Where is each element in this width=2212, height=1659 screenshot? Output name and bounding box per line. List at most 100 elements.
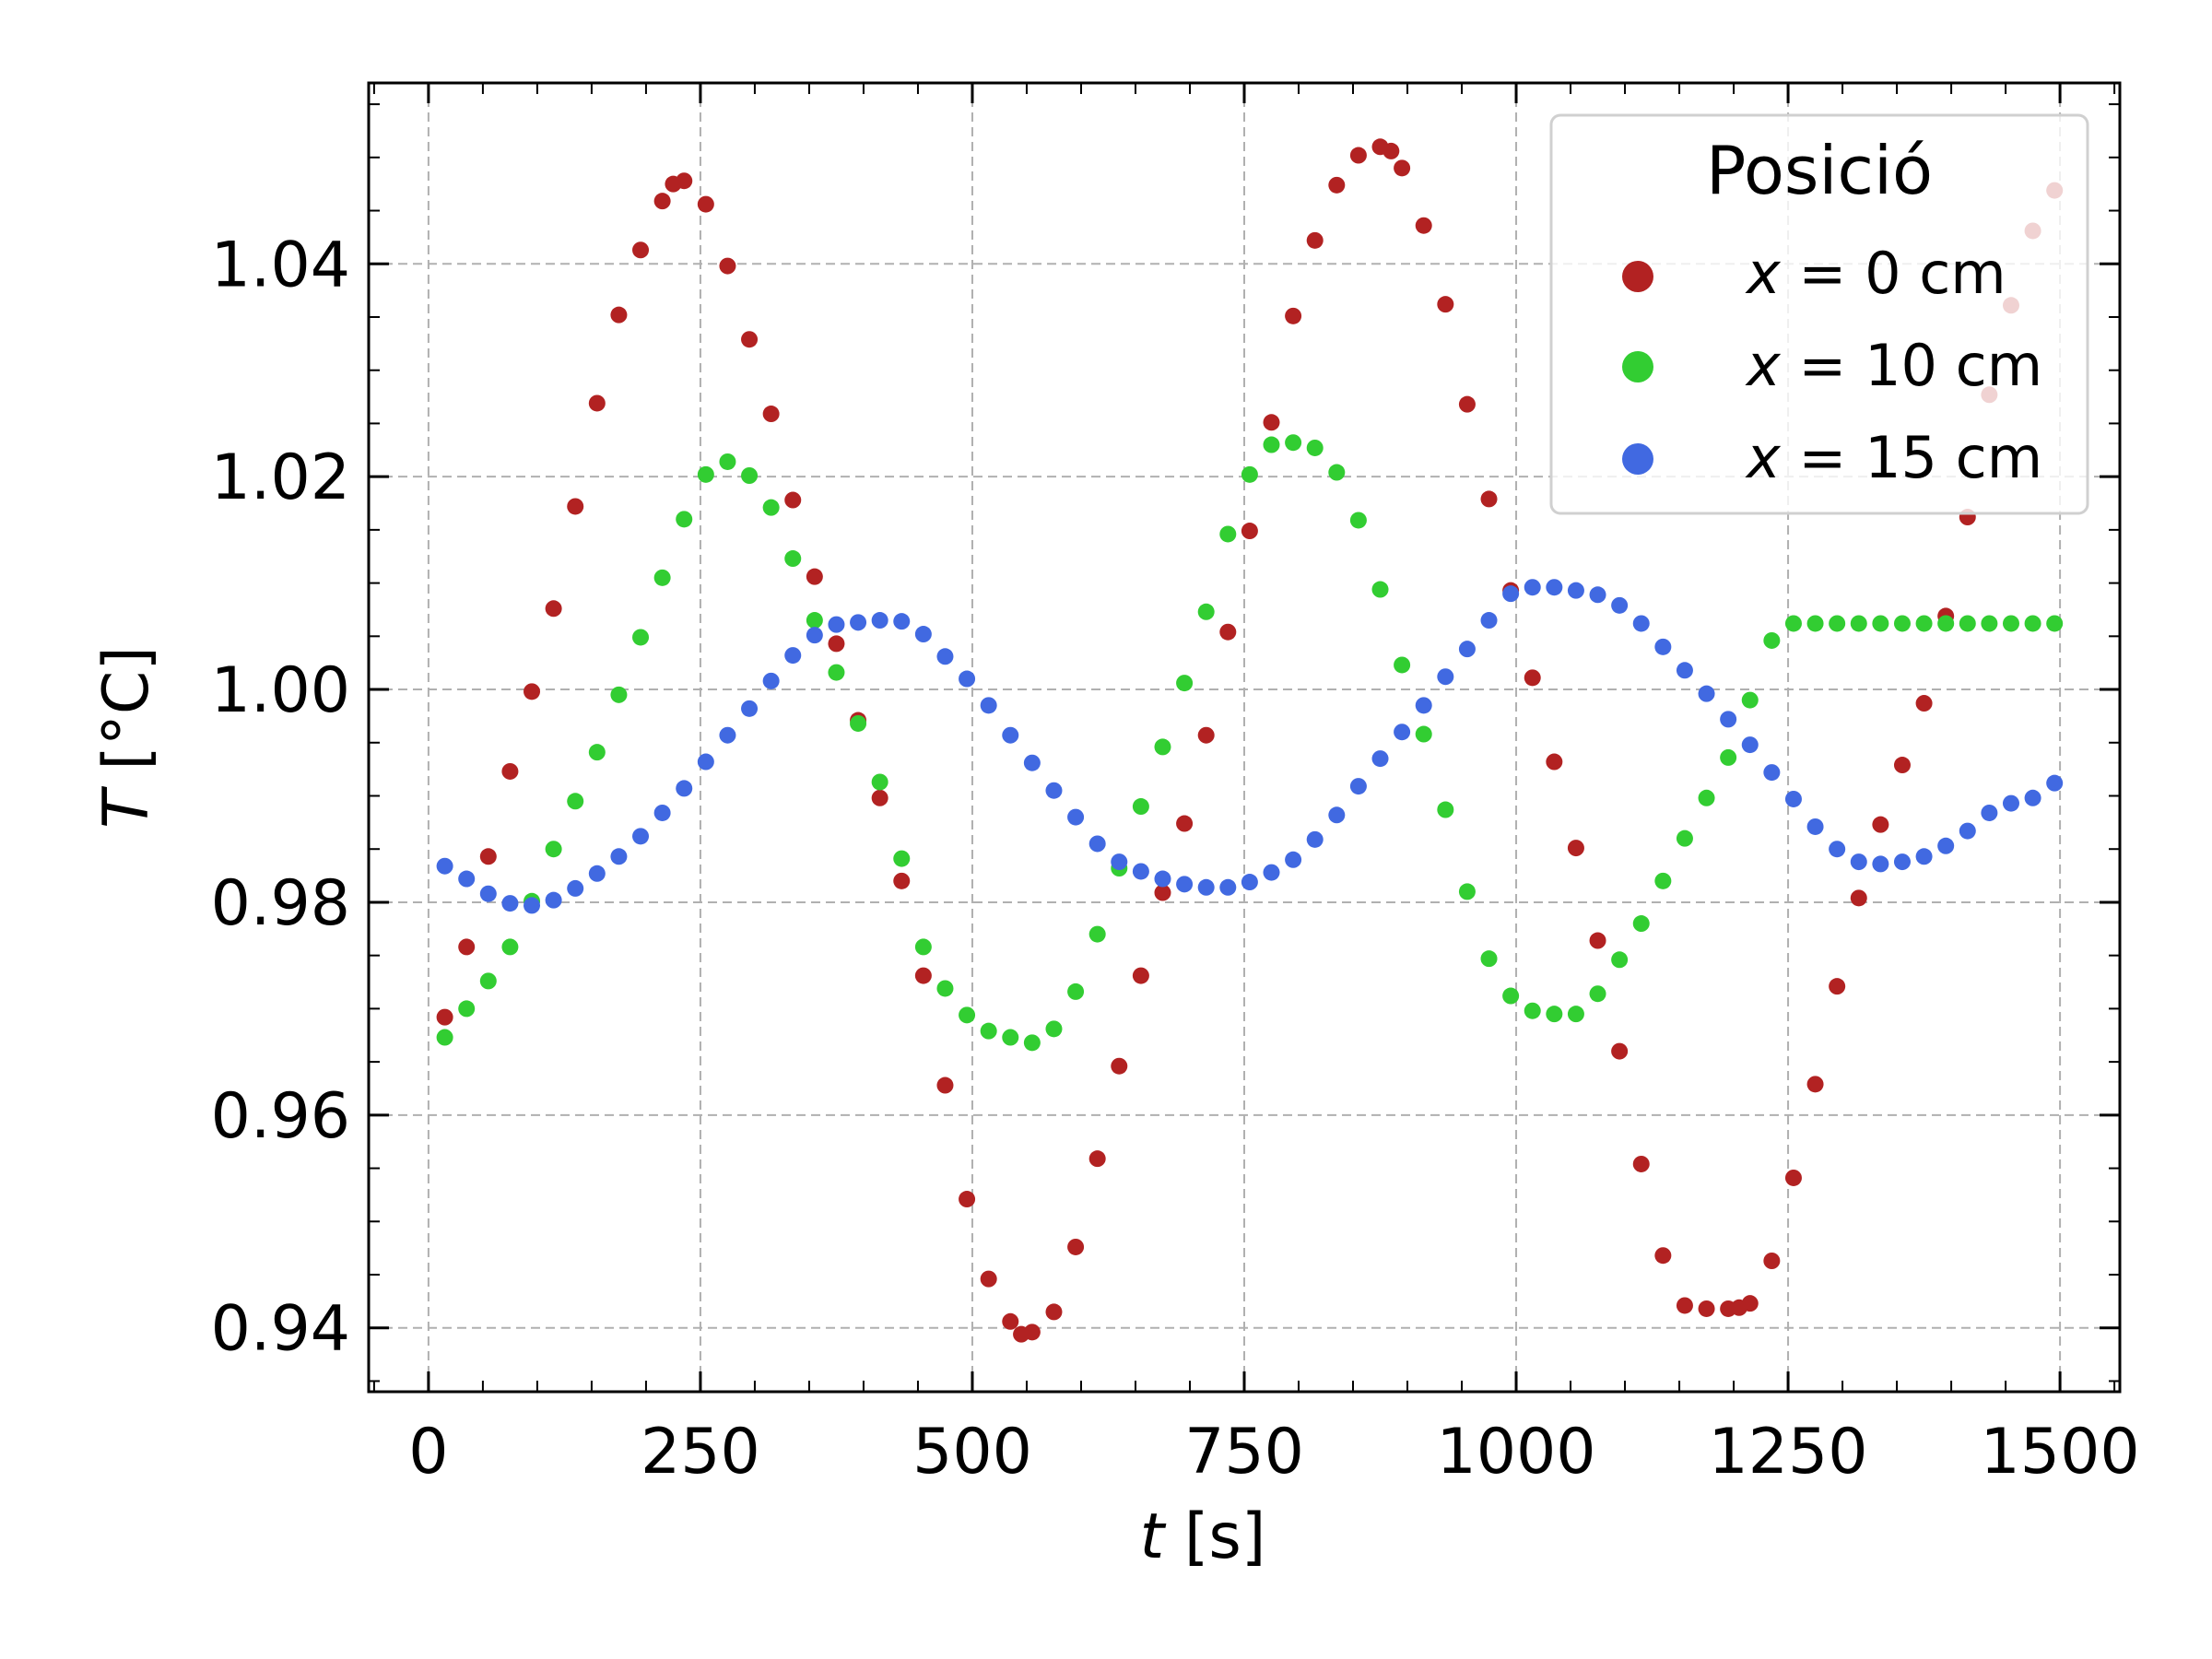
data-point [1458, 395, 1476, 413]
data-point [1502, 987, 1520, 1005]
data-point [1263, 436, 1280, 453]
data-point [936, 1077, 954, 1094]
data-point [1567, 582, 1584, 599]
data-point [524, 897, 541, 914]
data-point [1154, 738, 1171, 756]
data-point [1981, 804, 1998, 821]
data-point [1328, 464, 1346, 481]
data-point [893, 613, 911, 630]
x-tick-label: 250 [641, 1416, 760, 1488]
data-point [1654, 872, 1672, 889]
data-point [1241, 874, 1258, 891]
data-point [1741, 691, 1759, 709]
data-point [1088, 835, 1106, 853]
data-point [2002, 615, 2019, 632]
data-point [501, 762, 519, 780]
data-point [1437, 296, 1454, 313]
legend-entry-x10: x = 10 cm [1622, 332, 2042, 399]
data-point [741, 467, 759, 484]
data-point [1382, 142, 1400, 159]
data-point [676, 511, 693, 528]
data-point [1306, 830, 1324, 848]
series-1 [436, 434, 2064, 1052]
data-point [1023, 1034, 1041, 1052]
data-point [545, 600, 562, 618]
data-point [1959, 822, 1976, 840]
data-point [1676, 662, 1693, 679]
legend-label-x10: x = 10 cm [1745, 332, 2042, 399]
data-point [1850, 615, 1867, 632]
data-point [653, 569, 671, 586]
data-point [1306, 231, 1324, 249]
data-point [1394, 724, 1411, 741]
data-point [980, 1022, 997, 1040]
data-point [1806, 818, 1824, 835]
data-point [1676, 1297, 1693, 1314]
data-point [1197, 603, 1215, 620]
x-tick-label: 1500 [1981, 1416, 2140, 1488]
data-point [588, 744, 606, 761]
data-point [1132, 967, 1149, 984]
y-tick-label: 0.96 [211, 1080, 350, 1153]
data-point [545, 841, 562, 858]
data-point [1915, 848, 1933, 865]
data-point [1567, 1006, 1584, 1023]
data-point [1067, 1238, 1085, 1255]
data-point [1023, 754, 1041, 771]
data-point [1437, 801, 1454, 818]
data-point [1915, 695, 1933, 712]
data-point [1611, 1042, 1629, 1060]
data-point [1394, 159, 1411, 177]
data-point [1219, 525, 1237, 543]
data-point [2024, 789, 2041, 806]
data-point [1763, 764, 1781, 782]
data-point [784, 491, 802, 509]
legend-entry-x0: x = 0 cm [1622, 240, 2006, 307]
data-point [1784, 790, 1802, 807]
data-point [501, 895, 519, 912]
data-point [741, 700, 759, 717]
data-point [1154, 884, 1171, 901]
grid-lines [369, 83, 2120, 1392]
data-point [567, 498, 584, 515]
data-point [653, 804, 671, 821]
data-point [1306, 439, 1324, 456]
data-point [1176, 815, 1194, 832]
data-point [1285, 307, 1302, 324]
data-point [850, 714, 867, 732]
y-tick-label: 1.04 [211, 229, 350, 301]
data-point [806, 568, 823, 585]
data-point [914, 626, 932, 643]
data-point [1589, 932, 1606, 949]
data-point [1241, 523, 1258, 540]
x-tick-label: 750 [1184, 1416, 1304, 1488]
y-tick-label: 0.98 [211, 867, 350, 940]
data-point [1023, 1324, 1041, 1341]
data-point [697, 753, 714, 771]
data-point [501, 938, 519, 956]
data-point [1546, 753, 1563, 771]
data-point [458, 1000, 476, 1018]
data-point [1132, 798, 1149, 816]
data-point [1524, 1002, 1541, 1019]
data-point [1285, 434, 1302, 452]
data-point [936, 648, 954, 665]
data-point [762, 672, 780, 689]
data-point [1632, 615, 1650, 632]
data-point [1219, 623, 1237, 641]
data-point [1415, 697, 1432, 714]
data-point [1437, 668, 1454, 686]
data-point [1567, 840, 1584, 857]
data-point [1741, 1295, 1759, 1312]
data-point [1698, 789, 1715, 806]
data-point [1698, 685, 1715, 702]
data-point [1632, 915, 1650, 933]
data-point [936, 980, 954, 997]
data-point [1263, 864, 1280, 881]
data-point [2024, 615, 2041, 632]
data-point [1371, 581, 1389, 598]
data-point [588, 394, 606, 412]
data-point [1328, 176, 1346, 194]
data-point [1806, 1076, 1824, 1093]
